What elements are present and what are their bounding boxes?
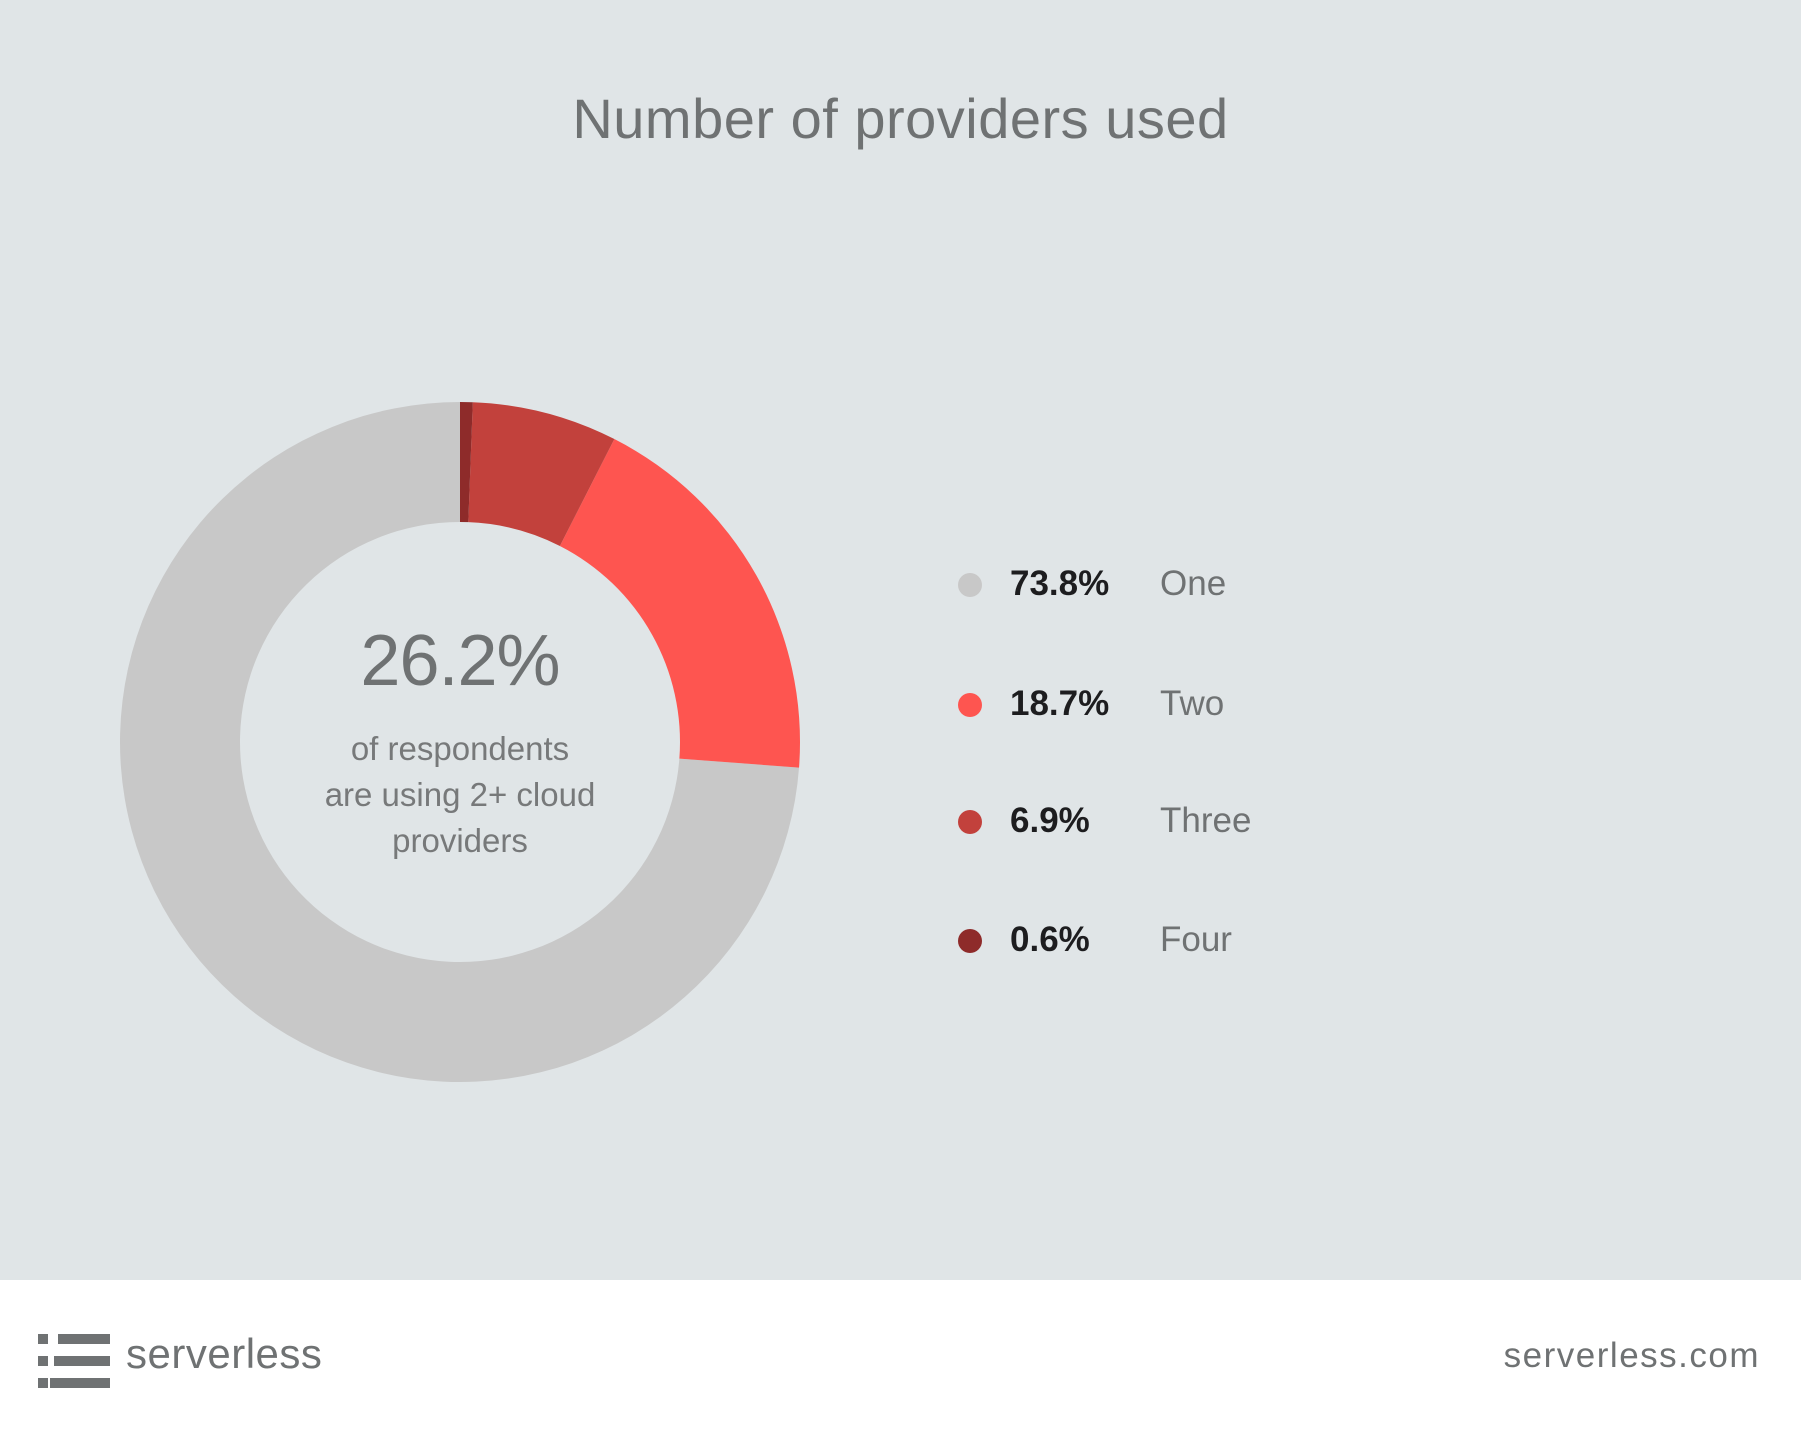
legend-dot-four: [958, 929, 982, 953]
legend-item-four: 0.6% Four: [958, 916, 1378, 966]
legend-value-one: 73.8%: [1010, 564, 1110, 603]
legend-label-one: One: [1160, 564, 1227, 603]
chart-title: Number of providers used: [572, 87, 1229, 150]
donut-slice-two: [559, 439, 800, 768]
legend-value-four: 0.6%: [1010, 920, 1090, 959]
donut-chart: [119, 402, 800, 1082]
chart-panel: [0, 0, 1801, 1280]
legend-label-three: Three: [1160, 801, 1252, 840]
legend-label-two: Two: [1160, 684, 1225, 723]
legend-dot-one: [958, 573, 982, 597]
legend-dot-two: [958, 693, 982, 717]
center-text-line-3: providers: [392, 822, 528, 859]
legend-value-three: 6.9%: [1010, 801, 1090, 840]
legend-item-one: 73.8% One: [958, 560, 1378, 610]
center-value: 26.2%: [360, 621, 560, 701]
legend-item-two: 18.7% Two: [958, 680, 1378, 730]
footer-url: serverless.com: [1503, 1336, 1760, 1375]
donut-slice-four: [460, 402, 473, 523]
footer-brand: serverless: [126, 1330, 323, 1377]
donut-slice-one: [119, 402, 800, 1082]
center-text-line-1: of respondents: [350, 730, 570, 767]
legend-label-four: Four: [1160, 920, 1232, 959]
center-text-line-2: are using 2+ cloud: [324, 776, 596, 813]
legend-dot-three: [958, 810, 982, 834]
legend-value-two: 18.7%: [1010, 684, 1110, 723]
center-text: of respondents are using 2+ cloud provid…: [270, 726, 650, 864]
legend-item-three: 6.9% Three: [958, 797, 1378, 847]
serverless-logo-icon: [38, 1334, 110, 1388]
donut-slice-three: [468, 402, 615, 546]
